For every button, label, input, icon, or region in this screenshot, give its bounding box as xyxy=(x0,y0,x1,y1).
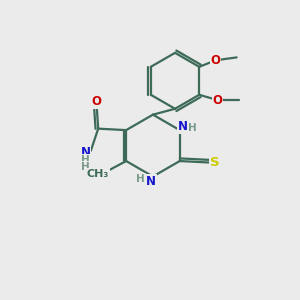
Text: H: H xyxy=(188,123,197,133)
Text: N: N xyxy=(80,146,91,159)
Text: CH₃: CH₃ xyxy=(86,169,109,179)
Text: N: N xyxy=(178,120,188,133)
Text: H: H xyxy=(136,174,145,184)
Text: O: O xyxy=(92,95,102,108)
Text: H: H xyxy=(81,162,90,172)
Text: O: O xyxy=(212,94,223,106)
Text: O: O xyxy=(210,54,220,67)
Text: N: N xyxy=(146,175,156,188)
Text: H: H xyxy=(81,154,90,165)
Text: S: S xyxy=(210,156,220,169)
